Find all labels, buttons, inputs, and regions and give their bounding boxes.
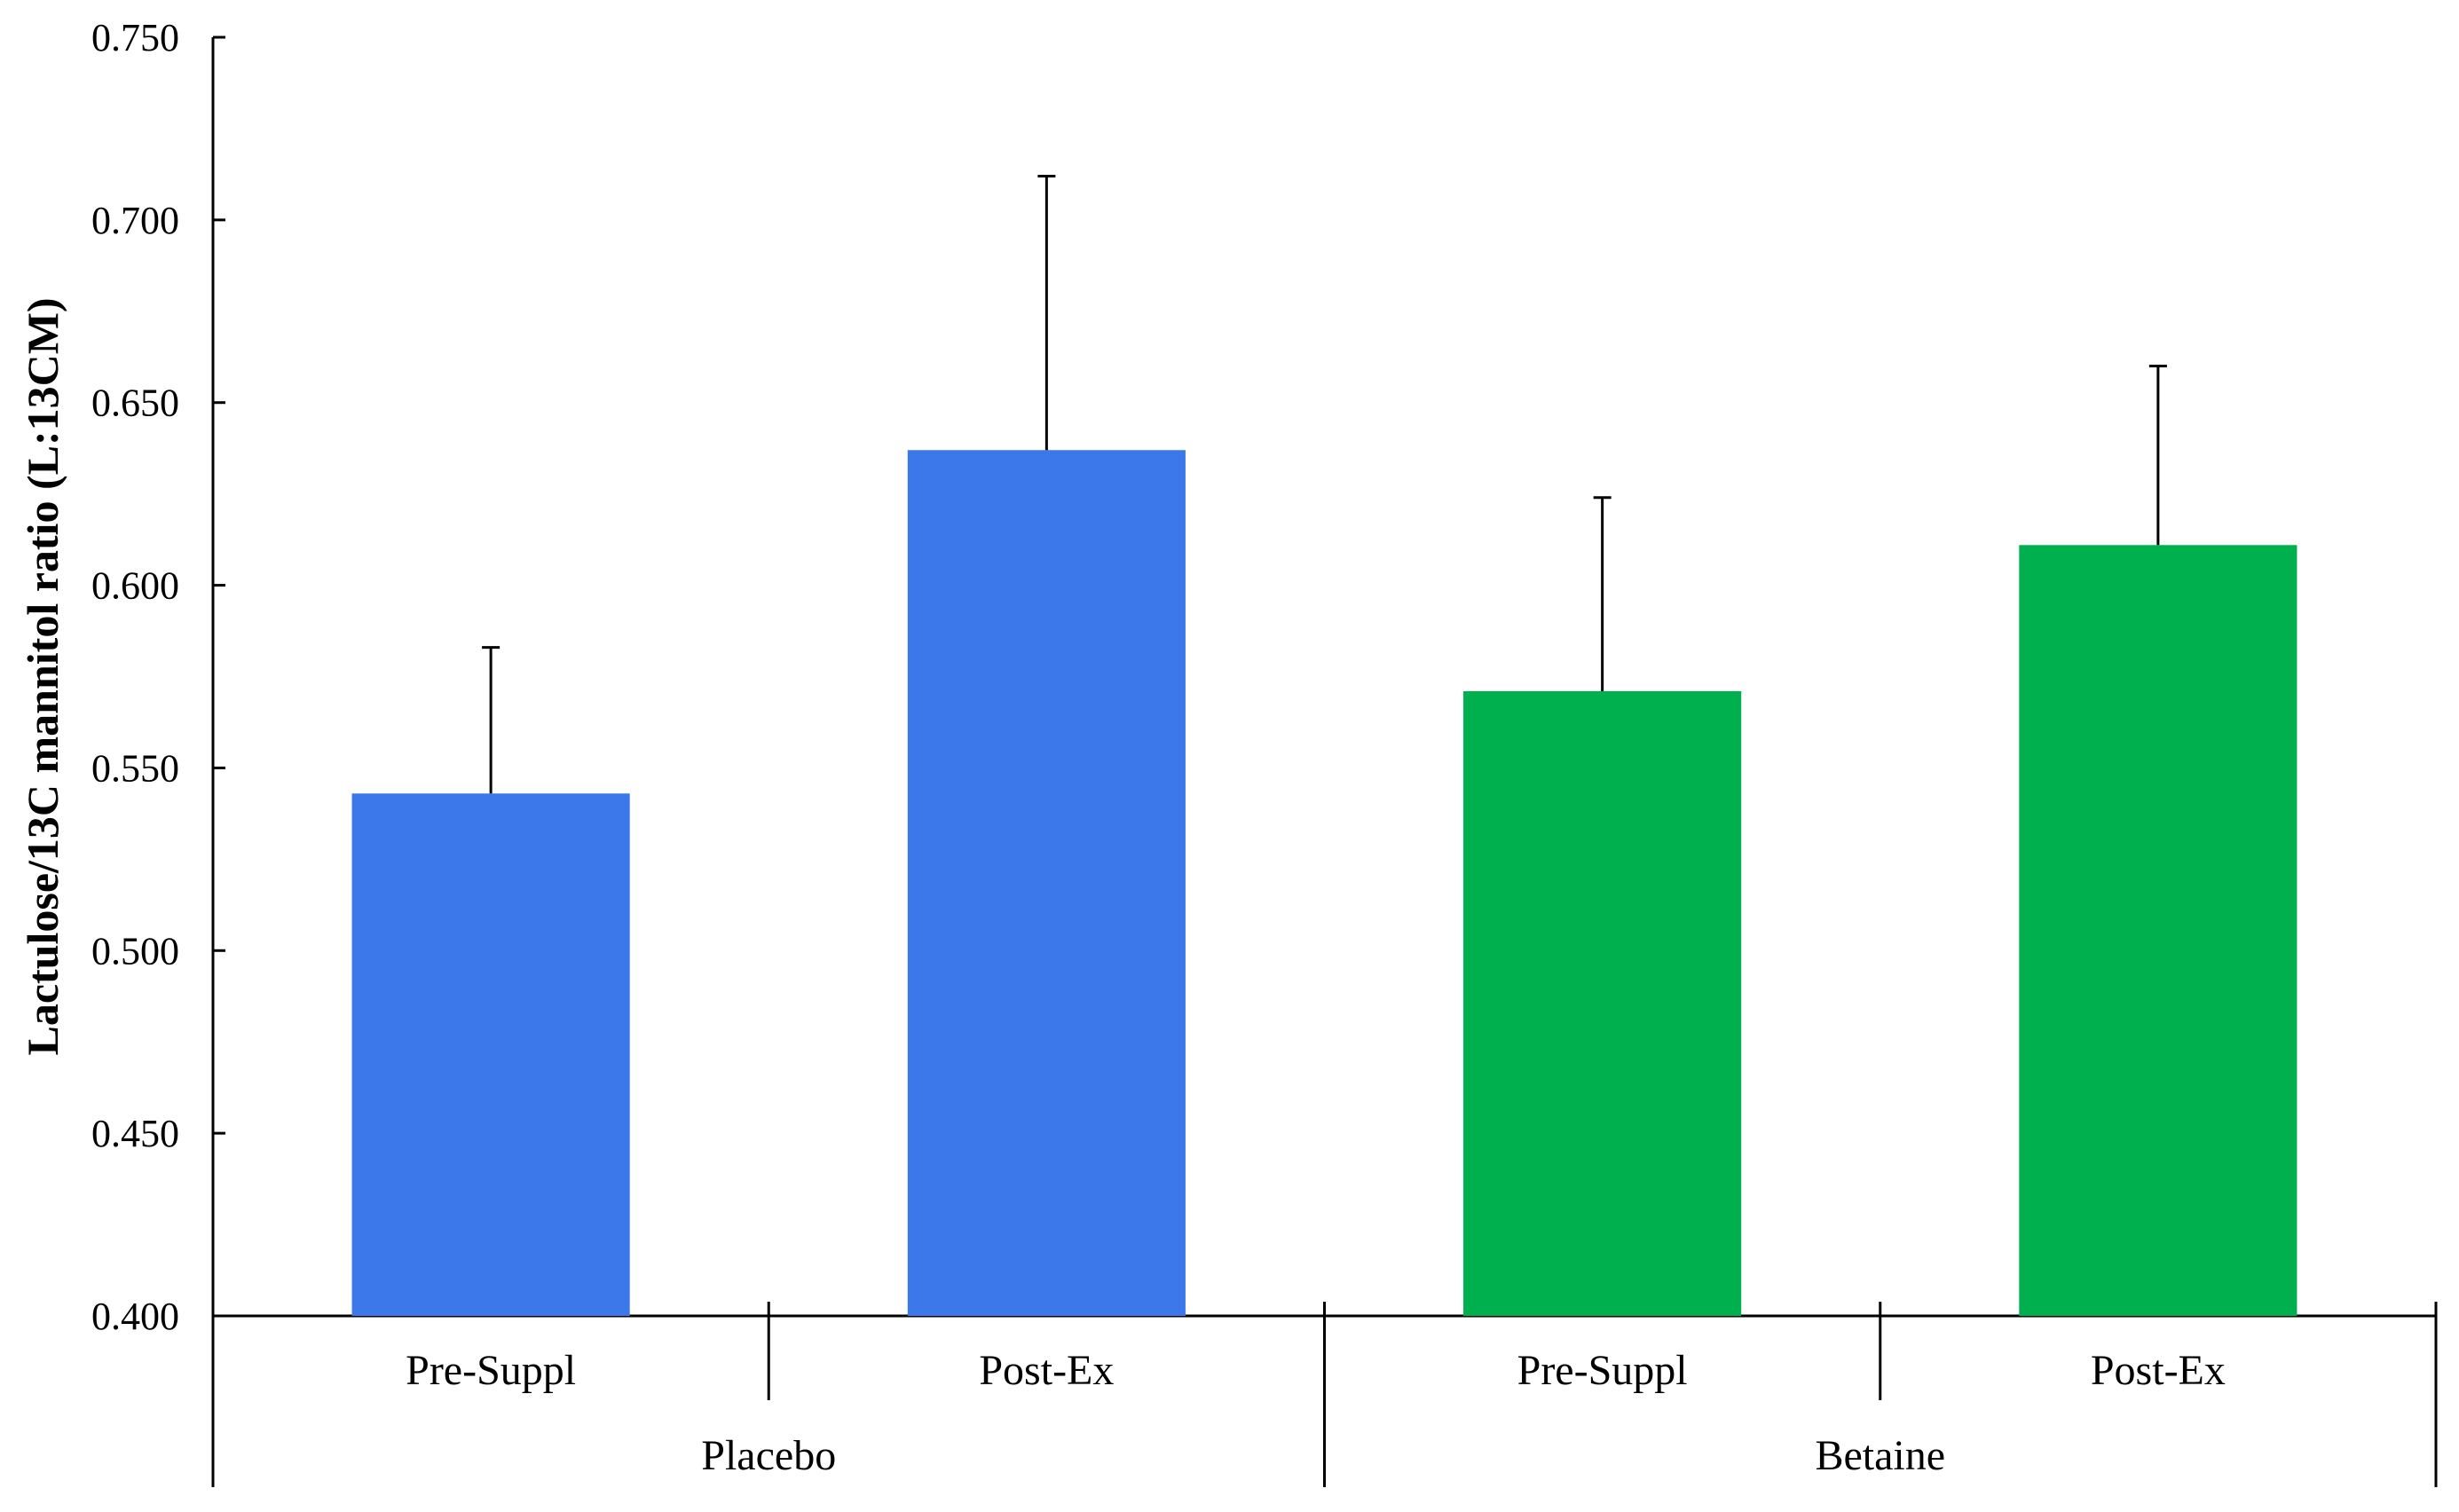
category-label: Post-Ex [979,1347,1114,1394]
y-tick-label: 0.450 [91,1112,179,1155]
y-tick-label: 0.650 [91,382,179,425]
category-label: Post-Ex [2091,1347,2226,1394]
y-tick-label: 0.700 [91,199,179,242]
y-tick-label: 0.550 [91,746,179,790]
category-label: Pre-Suppl [406,1347,576,1394]
y-tick-label: 0.400 [91,1295,179,1338]
labels: 0.400 0.450 0.500 0.550 0.600 0.650 0.700 0.750… [91,16,2226,1479]
bar [907,450,1186,1316]
bar [1463,690,1742,1316]
bar [351,793,630,1316]
y-tick-label: 0.500 [91,929,179,973]
y-tick-label: 0.600 [91,564,179,608]
y-axis-title: Lactulose/13C mannitol ratio (L:13CM) [18,297,67,1055]
category-label: Pre-Suppl [1517,1347,1688,1394]
group-label: Betaine [1815,1432,1945,1479]
error-bars [482,174,2167,794]
y-tick-label: 0.750 [91,16,179,59]
bars [351,450,2297,1316]
group-label: Placebo [701,1432,836,1479]
bar [2019,545,2297,1316]
